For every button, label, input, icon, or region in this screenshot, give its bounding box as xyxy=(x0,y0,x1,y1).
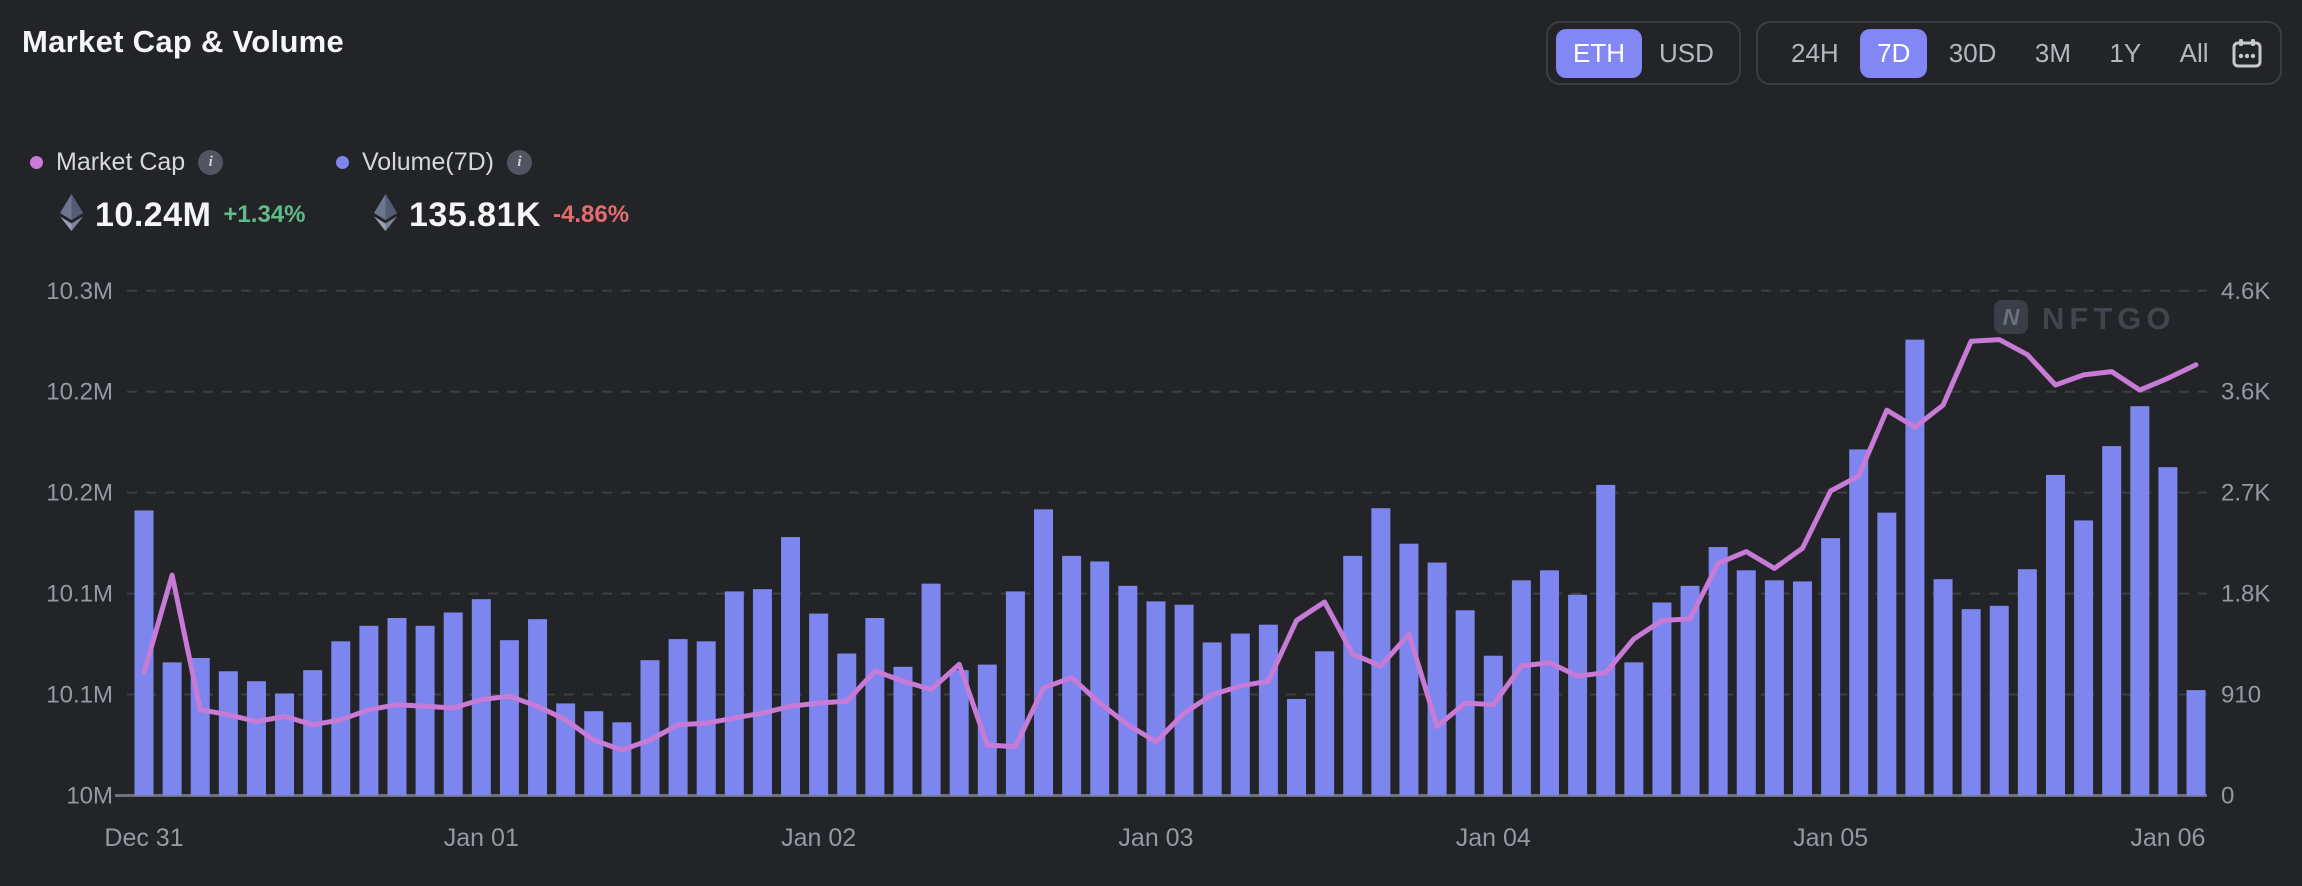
right-axis-tick: 910 xyxy=(2221,682,2261,709)
range-30d-button[interactable]: 30D xyxy=(1932,29,2014,78)
right-axis-tick: 3.6K xyxy=(2221,379,2270,406)
nftgo-logo-icon: N xyxy=(2003,304,2020,330)
legend-label: Volume(7D) xyxy=(362,147,494,176)
x-axis-label: Jan 03 xyxy=(1118,824,1193,852)
legend-item-market-cap[interactable]: Market Cap i xyxy=(30,147,224,177)
left-axis-tick: 10.2M xyxy=(46,379,113,406)
right-axis-tick: 4.6K xyxy=(2221,278,2270,305)
x-axis-label: Jan 02 xyxy=(781,824,856,852)
range-24h-button[interactable]: 24H xyxy=(1774,29,1856,78)
left-axis-tick: 10.1M xyxy=(46,682,113,709)
range-toggle: 24H 7D 30D 3M 1Y All xyxy=(1756,21,2282,85)
market-cap-dot-icon xyxy=(30,155,43,169)
range-all-button[interactable]: All xyxy=(2163,29,2226,78)
eth-icon xyxy=(374,194,397,236)
currency-eth-button[interactable]: ETH xyxy=(1556,28,1642,78)
left-axis-tick: 10.2M xyxy=(46,480,113,507)
left-axis-tick: 10M xyxy=(66,783,113,810)
currency-toggle: ETH USD xyxy=(1546,21,1741,85)
x-axis-label: Dec 31 xyxy=(104,824,183,852)
currency-usd-button[interactable]: USD xyxy=(1642,29,1731,78)
page-title: Market Cap & Volume xyxy=(22,24,345,59)
volume-change: -4.86% xyxy=(553,201,630,228)
x-axis-label: Jan 01 xyxy=(444,824,519,852)
info-icon[interactable]: i xyxy=(507,149,532,175)
calendar-icon[interactable] xyxy=(2230,36,2264,70)
info-icon[interactable]: i xyxy=(198,149,224,175)
left-axis-tick: 10.1M xyxy=(46,581,113,608)
market-cap-value: 10.24M xyxy=(95,195,212,234)
x-axis-label: Jan 05 xyxy=(1793,824,1868,852)
nftgo-watermark: NFTGO xyxy=(2042,301,2176,336)
volume-value-row: 135.81K -4.86% xyxy=(374,193,629,237)
market-cap-change: +1.34% xyxy=(223,201,306,228)
market-cap-line[interactable] xyxy=(141,337,2199,753)
legend-label: Market Cap xyxy=(56,147,186,176)
market-cap-value-row: 10.24M +1.34% xyxy=(60,193,305,237)
x-axis-label: Jan 06 xyxy=(2130,824,2205,852)
right-axis-tick: 1.8K xyxy=(2221,581,2270,608)
legend-item-volume[interactable]: Volume(7D) i xyxy=(336,147,532,177)
eth-icon xyxy=(60,194,83,236)
x-axis-label: Jan 04 xyxy=(1456,824,1531,852)
range-3m-button[interactable]: 3M xyxy=(2018,29,2088,78)
volume-value: 135.81K xyxy=(409,195,542,234)
range-7d-button[interactable]: 7D xyxy=(1860,28,1928,78)
right-axis-tick: 0 xyxy=(2221,783,2234,810)
right-axis-tick: 2.7K xyxy=(2221,480,2270,507)
left-axis-tick: 10.3M xyxy=(46,278,113,305)
volume-dot-icon xyxy=(336,155,349,169)
range-1y-button[interactable]: 1Y xyxy=(2092,29,2158,78)
